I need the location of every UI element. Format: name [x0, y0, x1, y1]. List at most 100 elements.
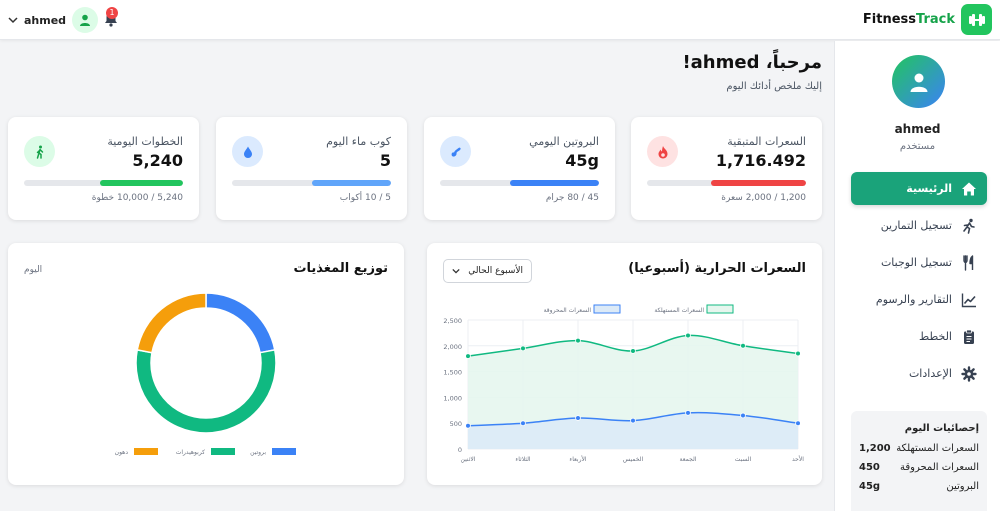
legend-swatch: [211, 448, 235, 455]
x-tick-label: السبت: [735, 456, 752, 463]
weekly-calories-card: السعرات الحرارية (أسبوعيا) الأسبوع الحال…: [427, 243, 822, 485]
brand-logo[interactable]: FitnessTrack: [863, 4, 992, 35]
home-icon: [962, 182, 976, 195]
stat-label: البروتين: [946, 481, 979, 492]
today-stats-title: إحصائيات اليوم: [904, 423, 979, 434]
chart-line-icon: [961, 293, 976, 307]
kpi-label: البروتين اليومي: [529, 135, 599, 148]
kpi-subtext: 5,240 / 10,000 خطوة: [91, 193, 183, 203]
stat-value: 1,200: [859, 443, 891, 454]
kpi-progress-bar: [647, 180, 806, 186]
week-select-value: الأسبوع الحالي: [468, 266, 523, 276]
kpi-progress-bar: [232, 180, 391, 186]
y-tick-label: 0: [458, 446, 462, 454]
x-tick-label: الخميس: [623, 456, 644, 463]
profile-role: مستخدم: [899, 141, 936, 152]
data-point: [575, 337, 581, 344]
x-tick-label: الأربعاء: [569, 455, 587, 463]
stat-row: السعرات المستهلكة 1,200: [859, 443, 979, 454]
kpi-label: كوب ماء اليوم: [326, 135, 391, 148]
kpi-label: السعرات المتبقية: [727, 135, 806, 148]
donut-slice: [136, 292, 207, 354]
stat-value: 45g: [859, 481, 881, 492]
profile-avatar[interactable]: [892, 55, 945, 108]
kpi-card-calories-remaining: السعرات المتبقية 1,716.492 1,200 / 2,000…: [631, 117, 822, 220]
nutrients-donut-chart: بروتين كربوهيدرات دهون: [115, 292, 296, 456]
kpi-card-steps: الخطوات اليومية 5,240 5,240 / 10,000 خطو…: [8, 117, 199, 220]
series-area: [468, 412, 798, 449]
gear-icon: [961, 365, 977, 382]
legend-label: كربوهيدرات: [176, 449, 205, 456]
page-subtitle: إليك ملخص أدائك اليوم: [726, 81, 822, 92]
sidebar-item-label: الخطط: [919, 330, 952, 343]
dumbbell-icon: [961, 4, 992, 35]
stat-label: السعرات المحروقة: [899, 462, 979, 473]
user-menu[interactable]: ahmed: [8, 7, 99, 33]
data-point: [795, 350, 801, 357]
kpi-value: 1,716.492: [715, 151, 806, 170]
data-point: [465, 353, 471, 359]
kpi-value: 45g: [565, 151, 599, 170]
kpi-card-protein: البروتين اليومي 45g 45 / 80 جرام: [424, 117, 615, 220]
sidebar: ahmed مستخدم الرئيسية تسجيل التمارين تسج…: [834, 41, 1000, 511]
kpi-value: 5,240: [132, 151, 183, 170]
data-point: [685, 332, 691, 339]
nutrients-period-label: اليوم: [24, 265, 43, 275]
clipboard-icon: [964, 329, 974, 344]
sidebar-item-plans[interactable]: الخطط: [851, 320, 987, 353]
kpi-subtext: 45 / 80 جرام: [545, 193, 599, 203]
user-icon: [910, 73, 927, 92]
sidebar-item-label: التقارير والرسوم: [875, 293, 952, 306]
today-stats-panel: إحصائيات اليوم السعرات المستهلكة 1,200 ال…: [851, 411, 987, 511]
data-point: [575, 415, 581, 421]
kpi-subtext: 1,200 / 2,000 سعرة: [721, 193, 806, 203]
sidebar-item-meals[interactable]: تسجيل الوجبات: [851, 246, 987, 279]
x-tick-label: الأحد: [792, 455, 804, 463]
x-tick-label: الجمعة: [680, 456, 697, 463]
page-title: مرحباً، ahmed!: [682, 52, 822, 73]
kpi-subtext: 5 / 10 أكواب: [339, 193, 391, 203]
sidebar-item-workouts[interactable]: تسجيل التمارين: [851, 209, 987, 242]
week-select[interactable]: الأسبوع الحالي: [443, 259, 532, 283]
kpi-label: الخطوات اليومية: [107, 135, 183, 148]
y-tick-label: 1,000: [443, 394, 462, 402]
sidebar-item-reports[interactable]: التقارير والرسوم: [851, 283, 987, 316]
kpi-progress-fill: [710, 180, 806, 186]
sidebar-item-settings[interactable]: الإعدادات: [851, 357, 987, 390]
y-tick-label: 2,000: [443, 343, 462, 351]
data-point: [740, 412, 746, 419]
legend-label: السعرات المستهلكة: [654, 307, 704, 314]
protein-icon: [440, 136, 471, 167]
kpi-value: 5: [379, 151, 391, 170]
top-bar: FitnessTrack ahmed 1: [0, 0, 1000, 40]
data-point: [740, 343, 746, 349]
kpi-progress-fill: [509, 180, 599, 186]
chevron-down-icon: [452, 268, 460, 274]
kpi-progress-bar: [440, 180, 599, 186]
sidebar-item-label: تسجيل الوجبات: [880, 256, 952, 269]
y-tick-label: 500: [450, 420, 462, 428]
data-point: [520, 345, 526, 352]
legend-swatch: [706, 304, 734, 314]
sidebar-item-home[interactable]: الرئيسية: [851, 172, 987, 205]
data-point: [630, 348, 636, 354]
data-point: [520, 420, 526, 427]
kpi-card-water: كوب ماء اليوم 5 5 / 10 أكواب: [216, 117, 407, 220]
water-drop-icon: [232, 136, 263, 167]
kpi-progress-bar: [24, 180, 183, 186]
donut-slice: [205, 292, 276, 354]
notification-badge: 1: [106, 7, 118, 19]
sidebar-item-label: الإعدادات: [908, 367, 952, 380]
stat-value: 450: [859, 462, 880, 473]
y-tick-label: 2,500: [443, 317, 462, 325]
nutrients-card: توزيع المغذيات اليوم بروتين كربوهيدرات دهو…: [8, 243, 404, 485]
sidebar-nav: الرئيسية تسجيل التمارين تسجيل الوجبات ال…: [851, 172, 987, 394]
sidebar-item-label: الرئيسية: [906, 182, 952, 195]
legend-label: دهون: [115, 449, 129, 456]
weekly-calories-title: السعرات الحرارية (أسبوعيا): [628, 261, 806, 276]
donut-slice: [135, 349, 277, 434]
brand-name: FitnessTrack: [862, 12, 955, 27]
fire-icon: [647, 136, 678, 167]
stat-row: السعرات المحروقة 450: [859, 462, 979, 473]
running-icon: [963, 218, 975, 234]
